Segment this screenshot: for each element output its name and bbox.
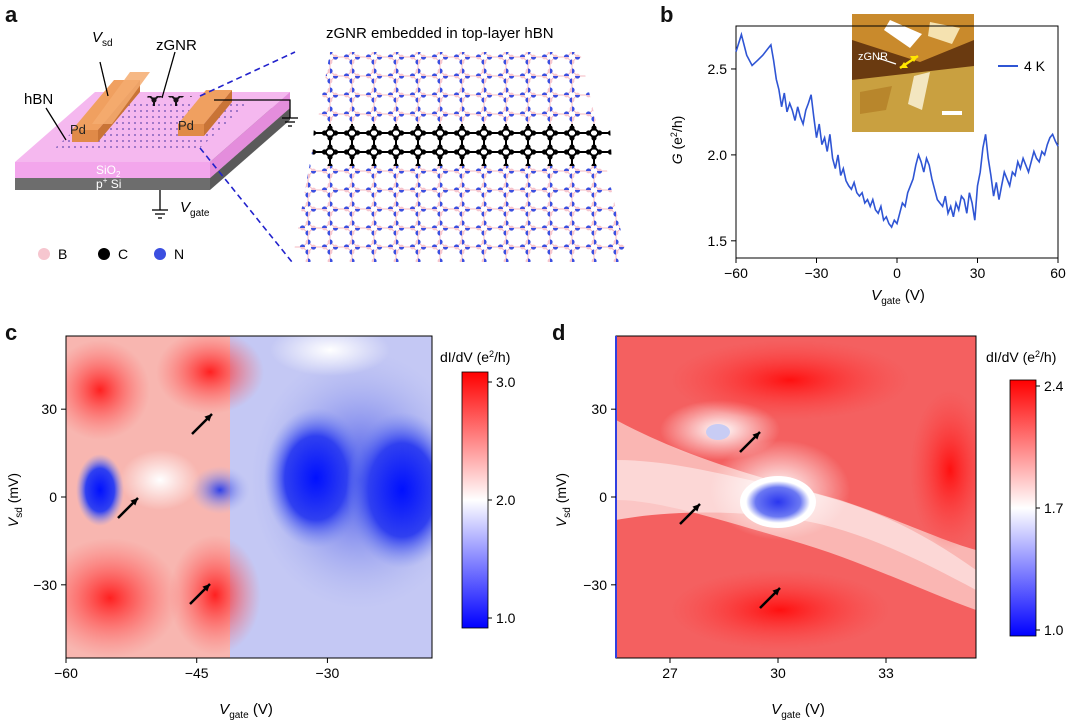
panel-a-figure: Vsd zGNR hBN Pd Pd SiO2 p+ Si Vgate B C … — [15, 25, 628, 263]
legend-n-marker — [154, 248, 166, 260]
chart-d-xtick-label: 27 — [662, 665, 678, 681]
feature-arrow — [739, 431, 761, 453]
chart-d-ytick-label: 0 — [599, 489, 607, 505]
b-ytick-label: 2.0 — [708, 147, 728, 163]
b-xlabel: Vgate (V) — [871, 287, 925, 307]
b-series-line — [735, 31, 1059, 229]
b-xtick-label: −30 — [805, 265, 829, 281]
vsd-label: Vsd — [92, 29, 113, 49]
b-xtick-label: 0 — [893, 265, 901, 281]
chart-c-cbar-tick-label: 1.0 — [496, 610, 516, 626]
chart-c-cbar-tick-label: 3.0 — [496, 374, 516, 390]
d-xlabel: Vgate (V) — [771, 701, 825, 721]
pd-left-label: Pd — [70, 122, 86, 137]
c-ylabel: Vsd (mV) — [5, 473, 25, 527]
chart-c-xtick-label: −45 — [185, 665, 209, 681]
chart-d-xtick-label: 30 — [770, 665, 786, 681]
feature-arrow — [189, 583, 211, 605]
c-colorbar-title: dI/dV (e2/h) — [440, 349, 510, 365]
legend-c-marker — [98, 248, 110, 260]
device-schematic — [15, 51, 298, 263]
panel-d-chart: Vgate (V) Vsd (mV) dI/dV (e2/h) 27 30 33 −3… — [553, 335, 1064, 721]
legend-c-label: C — [118, 246, 128, 262]
chart-c-ytick-label: 0 — [49, 489, 57, 505]
c-heatmap — [66, 336, 432, 658]
chart-d-ytick-label: −30 — [583, 577, 607, 593]
sio2-label: SiO2 — [96, 163, 121, 179]
feature-arrow — [117, 497, 139, 519]
panel-d-letter: d — [552, 320, 566, 345]
feature-arrow — [191, 413, 213, 435]
panel-b-chart: G (e2/h) Vgate (V) zGNR 4 K −60 −30 0 30 60 1… — [669, 14, 1066, 307]
hbn-label: hBN — [24, 91, 53, 108]
d-colorbar-title: dI/dV (e2/h) — [986, 349, 1056, 365]
chart-d-cbar-tick-label: 1.0 — [1044, 622, 1064, 638]
feature-arrow — [759, 587, 781, 609]
afm-inset — [852, 14, 974, 132]
inset-zgnr-label: zGNR — [858, 51, 888, 63]
chart-d-cbar-tick-label: 1.7 — [1044, 500, 1064, 516]
c-xlabel: Vgate (V) — [219, 701, 273, 721]
panel-a-title: zGNR embedded in top-layer hBN — [326, 25, 554, 42]
d-heatmap — [616, 336, 976, 658]
b-xtick-label: 30 — [970, 265, 986, 281]
pd-right-label: Pd — [178, 118, 194, 133]
d-colorbar — [1009, 379, 1037, 637]
psi-label: p+ Si — [96, 176, 121, 191]
c-colorbar — [461, 371, 489, 629]
chart-c-ytick-label: −30 — [33, 577, 57, 593]
chart-c-xtick-label: −60 — [54, 665, 78, 681]
feature-arrow — [679, 503, 701, 525]
chart-c-xtick-label: −30 — [316, 665, 340, 681]
panel-c-chart: Vgate (V) Vsd (mV) dI/dV (e2/h) −60 −45 −3… — [5, 335, 516, 721]
b-legend-label: 4 K — [1024, 58, 1046, 74]
chart-d-cbar-tick-label: 2.4 — [1044, 378, 1064, 394]
legend-b-label: B — [58, 246, 67, 262]
legend-n-label: N — [174, 246, 184, 262]
d-ylabel: Vsd (mV) — [553, 473, 573, 527]
panel-c-letter: c — [5, 320, 18, 345]
b-xtick-label: 60 — [1050, 265, 1066, 281]
b-ytick-label: 2.5 — [708, 61, 728, 77]
chart-c-cbar-tick-label: 2.0 — [496, 492, 516, 508]
chart-c-ytick-label: 30 — [41, 401, 57, 417]
lattice-view — [292, 52, 628, 262]
vgate-label: Vgate — [180, 199, 210, 219]
chart-d-xtick-label: 33 — [878, 665, 894, 681]
zgnr-label: zGNR — [156, 37, 197, 54]
legend-b-marker — [38, 248, 50, 260]
b-xtick-label: −60 — [724, 265, 748, 281]
atom-legend: B C N — [38, 246, 184, 262]
b-ytick-label: 1.5 — [708, 233, 728, 249]
b-ylabel: G (e2/h) — [669, 116, 685, 165]
panel-b-letter: b — [660, 2, 674, 27]
panel-a-letter: a — [5, 2, 18, 27]
chart-d-ytick-label: 30 — [591, 401, 607, 417]
